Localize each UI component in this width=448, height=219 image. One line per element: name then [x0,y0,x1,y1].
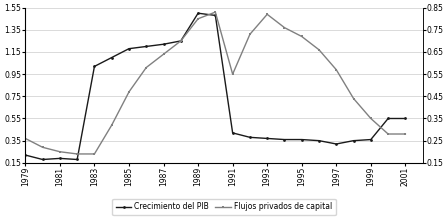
Legend: Crecimiento del PIB, Flujos privados de capital: Crecimiento del PIB, Flujos privados de … [112,199,336,215]
